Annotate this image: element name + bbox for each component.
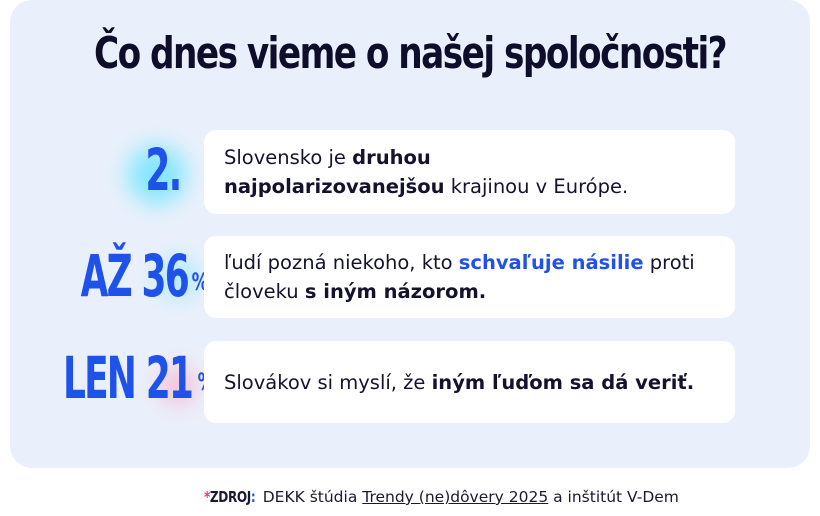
fact-box-3: Slovákov si myslí, že iným ľuďom sa dá v…: [204, 341, 735, 423]
stat-value-3: LEN 21: [0, 344, 194, 412]
fact-box-2: ľudí pozná niekoho, kto schvaľuje násili…: [204, 236, 735, 318]
fact-text-2: ľudí pozná niekoho, kto schvaľuje násili…: [224, 251, 695, 303]
stat-number: LEN 21: [63, 344, 194, 412]
source-link[interactable]: Trendy (ne)dôvery 2025: [362, 488, 549, 506]
stat-number: AŽ 36: [80, 242, 190, 310]
stat-number: 2.: [145, 136, 182, 204]
page-title: Čo dnes vieme o našej spoločnosti?: [93, 28, 728, 79]
stat-value-2: AŽ 36: [15, 242, 190, 310]
stat-glow-cyan: [128, 146, 186, 204]
fact-text-3: Slovákov si myslí, že iným ľuďom sa dá v…: [224, 370, 695, 394]
source-label: *ZDROJ:: [204, 488, 256, 506]
stat-glow-cyan-2: [158, 258, 198, 298]
stat-glow-pink: [160, 368, 196, 404]
stat-value-1: 2.: [124, 136, 182, 204]
fact-box-1: Slovensko je druhou najpolarizovanejšou …: [204, 130, 735, 214]
fact-text-1: Slovensko je druhou najpolarizovanejšou …: [224, 146, 629, 198]
source-line: *ZDROJ: DEKK štúdia Trendy (ne)dôvery 20…: [204, 488, 679, 506]
